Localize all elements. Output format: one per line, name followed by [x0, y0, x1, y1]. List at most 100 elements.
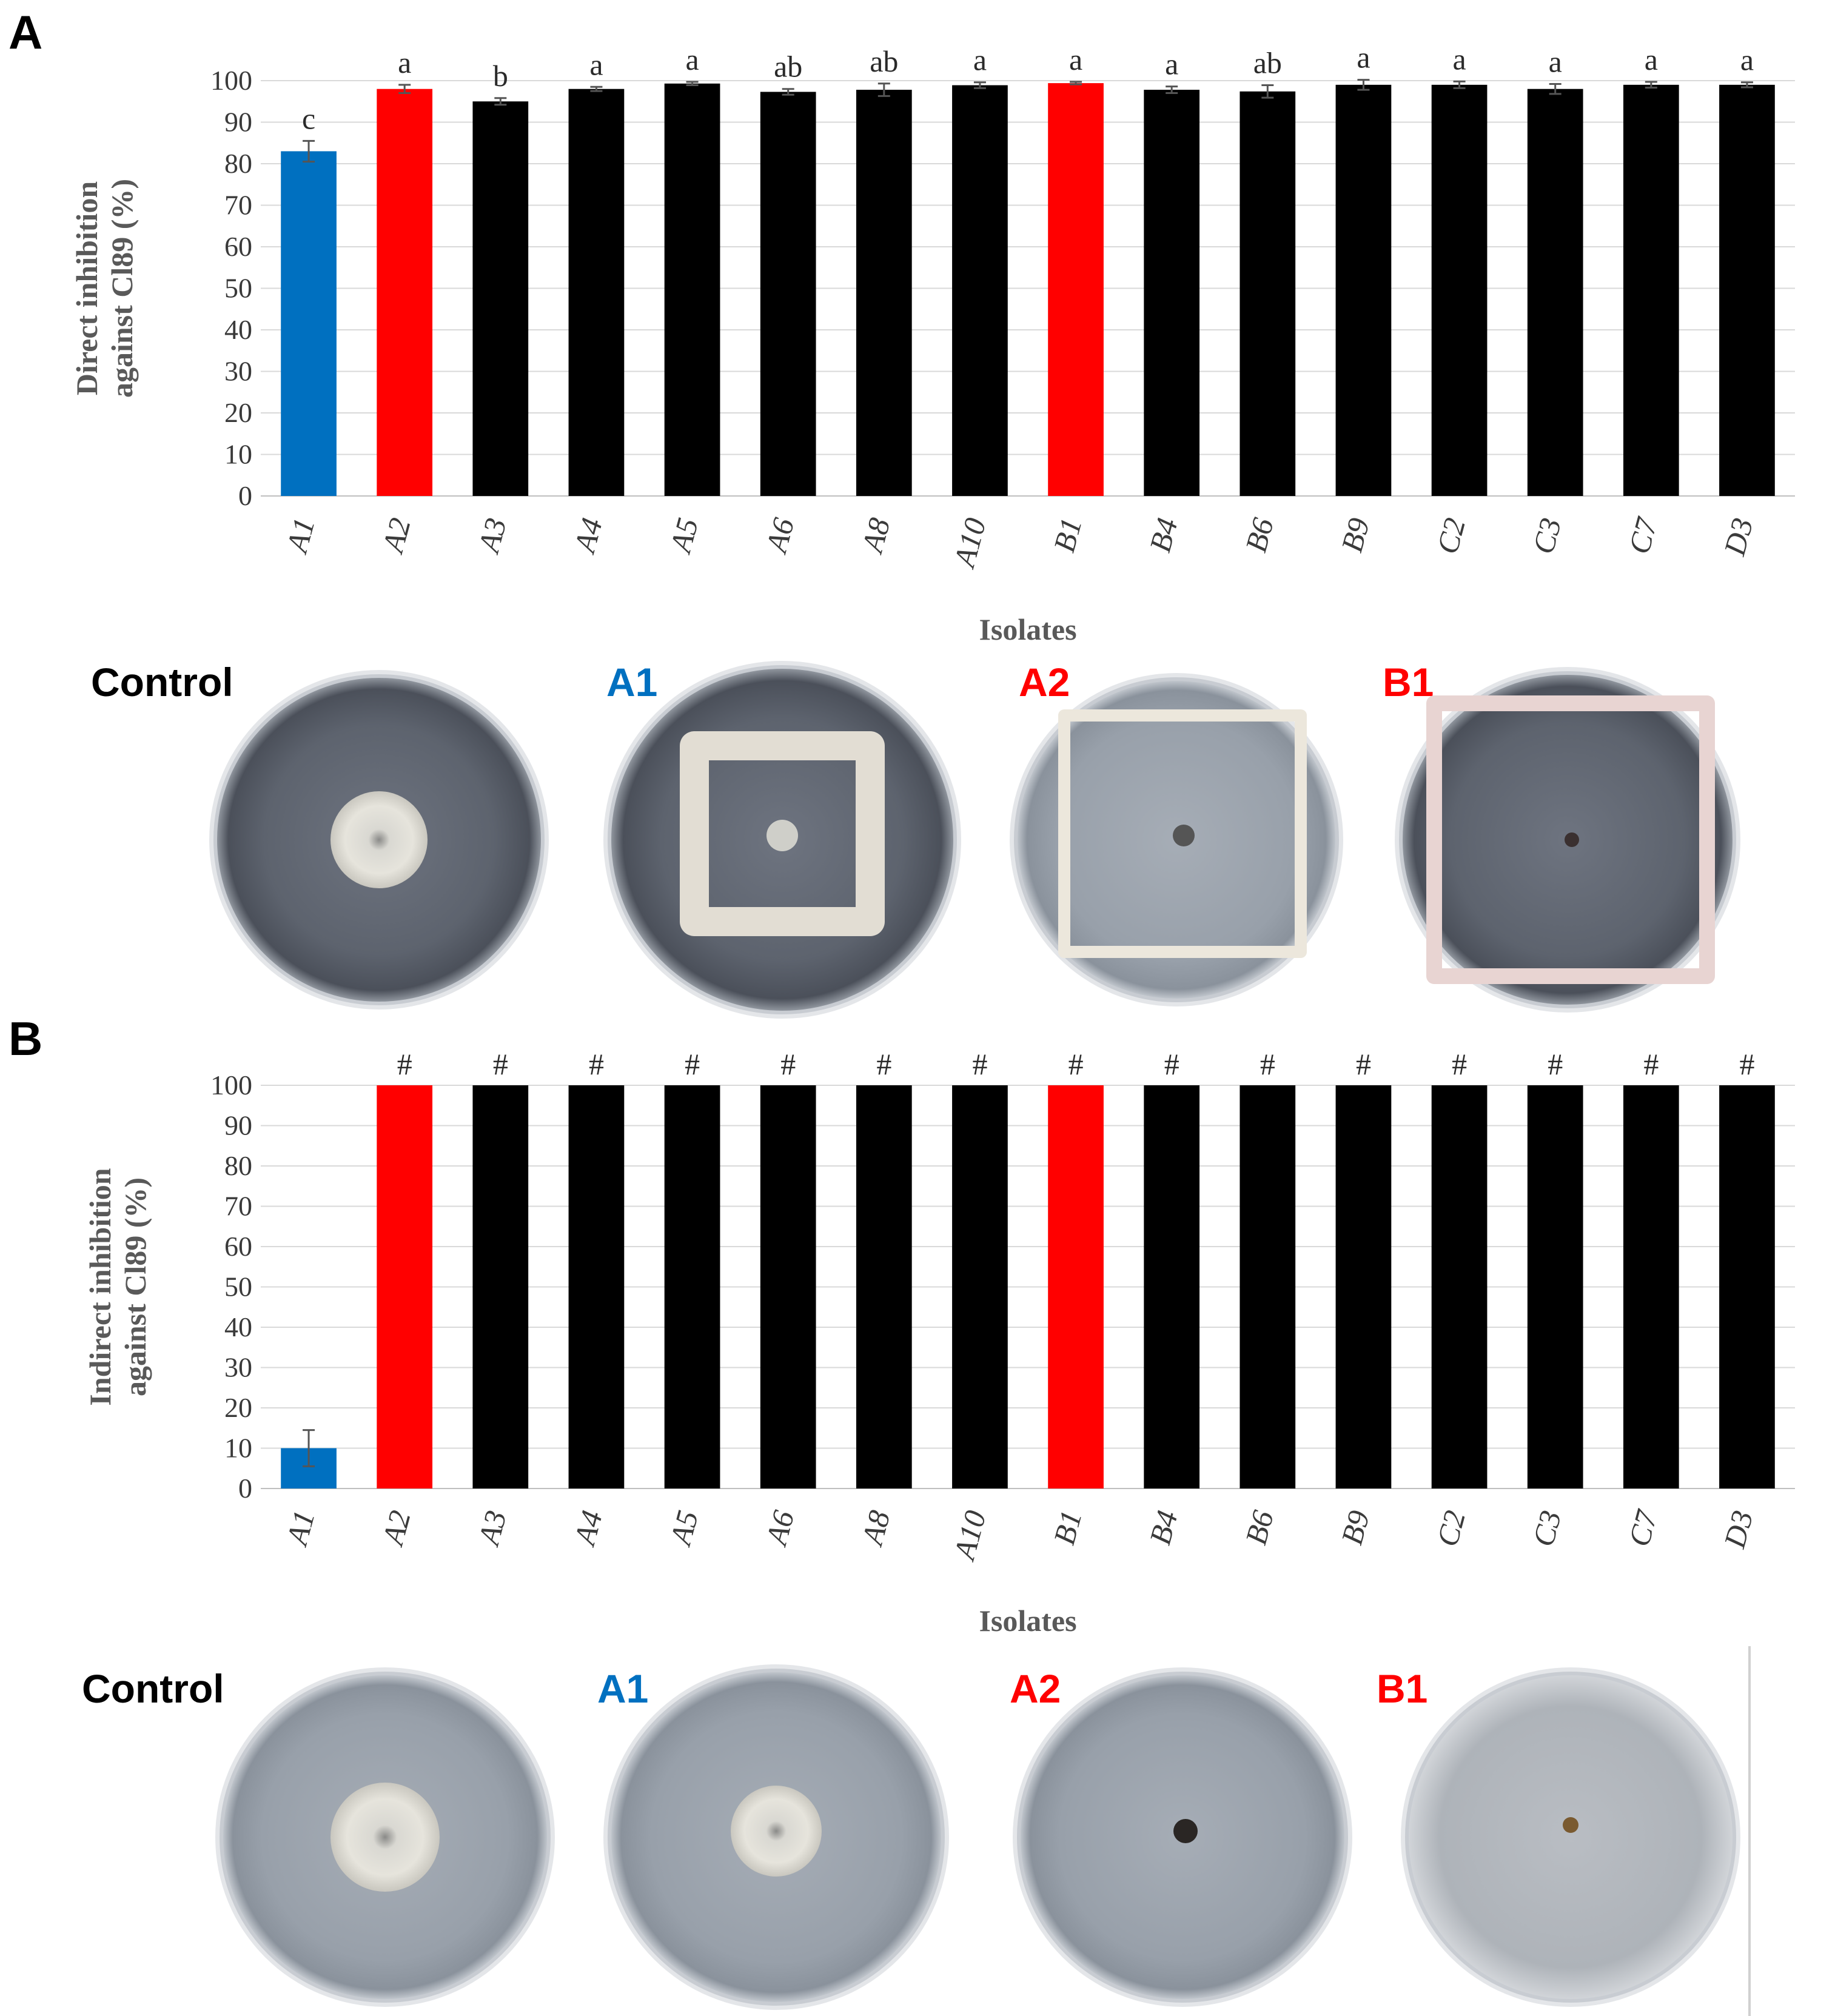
x-tick-label-A6: A6 [759, 1507, 800, 1550]
x-tick-label-D3: D3 [1717, 514, 1759, 559]
bar-A8 [856, 90, 912, 496]
y-tick-label: 40 [224, 314, 252, 345]
significance-label-B1: # [1068, 1047, 1084, 1081]
significance-label-C7: a [1645, 42, 1658, 76]
bacterial-streak [1426, 695, 1715, 984]
bacterial-streak [1058, 709, 1307, 958]
significance-label-A5: # [685, 1047, 700, 1081]
bar-A8 [856, 1085, 912, 1489]
bar-B1 [1048, 83, 1104, 497]
x-tick-label-A1: A1 [279, 514, 321, 557]
bar-A4 [568, 89, 625, 496]
significance-label-A6: ab [774, 50, 802, 84]
significance-label-A2: # [397, 1047, 412, 1081]
significance-label-D3: # [1739, 1047, 1754, 1081]
bar-C2 [1431, 1085, 1488, 1489]
significance-label-A3: b [493, 59, 508, 93]
error-bar-C7 [1645, 81, 1657, 89]
y-tick-label: 10 [224, 439, 252, 470]
error-bar-A5 [686, 81, 699, 87]
error-bar-C3 [1549, 82, 1562, 95]
fungal-colony [731, 1786, 822, 1877]
y-tick-label: 40 [224, 1311, 252, 1342]
x-tick-label-C3: C3 [1526, 1507, 1568, 1550]
y-tick-label: 30 [224, 356, 252, 387]
bar-B9 [1335, 1085, 1392, 1489]
x-tick-label-B6: B6 [1238, 1507, 1280, 1548]
plate-b1 [1401, 1667, 1740, 2007]
bar-A3 [472, 1085, 529, 1489]
x-tick-label-C3: C3 [1526, 514, 1568, 557]
significance-label-A10: # [972, 1047, 987, 1081]
significance-label-B4: a [1165, 47, 1178, 81]
plate-a1 [603, 1664, 949, 2010]
mycelial-plug [1563, 1817, 1578, 1833]
error-bar-A2 [398, 84, 411, 95]
bar-C3 [1527, 1085, 1583, 1489]
significance-label-C3: # [1548, 1047, 1563, 1081]
plate-control [209, 670, 549, 1010]
bar-C3 [1527, 89, 1583, 496]
significance-label-B1: a [1069, 42, 1082, 76]
significance-label-B6: # [1260, 1047, 1275, 1081]
bar-A10 [952, 1085, 1008, 1489]
x-tick-label-B9: B9 [1335, 514, 1376, 555]
error-bar-B9 [1357, 79, 1370, 91]
bar-A6 [760, 1085, 816, 1489]
x-tick-label-C7: C7 [1622, 1505, 1664, 1550]
y-tick-label: 80 [224, 1150, 252, 1181]
photo-label-2: A2 [1019, 660, 1070, 705]
x-tick-label-C2: C2 [1430, 514, 1472, 557]
error-bar-A6 [782, 88, 794, 96]
x-tick-label-A3: A3 [471, 1507, 513, 1550]
x-tick-label-A1: A1 [279, 1507, 321, 1550]
photo-label-1: A1 [606, 660, 657, 705]
bar-B1 [1048, 1085, 1104, 1489]
x-tick-label-A4: A4 [567, 514, 609, 557]
y-tick-label: 100 [210, 1070, 252, 1100]
x-tick-label-A5: A5 [663, 1507, 705, 1550]
y-axis-title-line-2: against Cl89 (%) [105, 179, 139, 398]
error-bar-A3 [494, 97, 507, 106]
x-tick-label-B6: B6 [1238, 514, 1280, 555]
x-tick-label-A8: A8 [854, 514, 896, 557]
significance-label-C2: # [1452, 1047, 1467, 1081]
bar-A6 [760, 92, 816, 496]
plate-control [215, 1667, 555, 2007]
y-tick-label: 0 [238, 1473, 252, 1504]
error-bar-C2 [1453, 80, 1466, 89]
significance-label-A2: a [398, 45, 411, 79]
error-bar-A1 [303, 139, 315, 163]
x-tick-label-A6: A6 [759, 514, 800, 557]
y-tick-label: 90 [224, 1110, 252, 1141]
significance-label-B9: # [1356, 1047, 1371, 1081]
y-axis-title-line-1: Indirect inhibition [83, 1168, 117, 1405]
y-tick-label: 70 [224, 190, 252, 221]
mycelial-plug [767, 820, 798, 851]
error-bar-D3 [1740, 81, 1753, 89]
significance-label-A5: a [685, 42, 699, 76]
significance-label-C7: # [1643, 1047, 1659, 1081]
y-axis-title: Indirect inhibitionagainst Cl89 (%) [83, 1168, 152, 1405]
fungal-colony [330, 1783, 440, 1892]
error-bar-A1 [303, 1429, 315, 1467]
y-axis-title-line-2: against Cl89 (%) [118, 1177, 152, 1396]
bar-D3 [1719, 1085, 1775, 1489]
x-tick-label-C7: C7 [1622, 513, 1664, 557]
significance-label-A10: a [973, 43, 987, 77]
x-tick-label-B9: B9 [1335, 1507, 1376, 1548]
bar-A5 [664, 1085, 720, 1489]
x-tick-label-A5: A5 [663, 514, 705, 557]
y-tick-label: 20 [224, 1392, 252, 1423]
error-bar-B4 [1166, 85, 1178, 95]
significance-label-A8: # [876, 1047, 891, 1081]
photo-label-1: A1 [597, 1666, 648, 1711]
significance-label-A4: a [589, 47, 603, 81]
panel-b: B 0 10 20 30 40 50 60 70 80 90 100 A1 # A2 # A3 # A4 # A5 # A… [8, 1012, 1795, 2016]
mycelial-plug [1173, 1819, 1198, 1843]
bar-A10 [952, 85, 1008, 496]
plates-b: Control A1 A2 B1 [82, 1646, 1751, 2016]
error-bar-A4 [590, 85, 603, 92]
plates-a: Control A1 A2 B1 [91, 660, 1740, 1019]
significance-label-B9: a [1357, 41, 1370, 75]
